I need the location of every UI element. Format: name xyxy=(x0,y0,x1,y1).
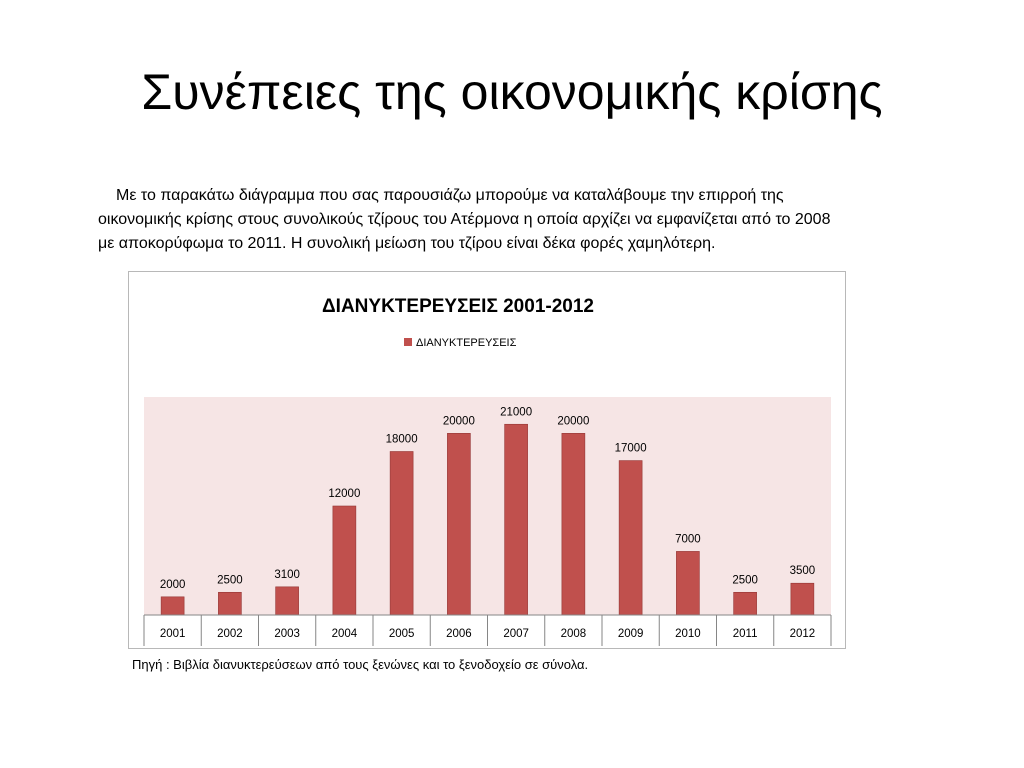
data-label: 21000 xyxy=(500,406,532,418)
bar xyxy=(790,582,815,616)
x-tick-label: 2005 xyxy=(389,628,415,640)
bar xyxy=(733,591,757,616)
data-label: 17000 xyxy=(615,443,647,455)
x-tick-label: 2010 xyxy=(675,628,701,640)
x-tick-label: 2001 xyxy=(160,628,186,640)
data-label: 7000 xyxy=(675,533,701,545)
bar xyxy=(275,586,299,616)
x-tick-label: 2011 xyxy=(733,628,758,640)
x-tick-label: 2007 xyxy=(503,628,529,640)
plot-area xyxy=(144,397,831,615)
x-tick-label: 2004 xyxy=(332,628,358,640)
data-label: 2500 xyxy=(217,574,243,586)
data-label: 12000 xyxy=(328,488,360,500)
data-label: 20000 xyxy=(443,415,475,427)
chart-frame: ΔΙΑΝΥΚΤΕΡΕΥΣΕΙΣ 2001-2012 ΔΙΑΝΥΚΤΕΡΕΥΣΕΙΣ… xyxy=(128,271,846,649)
bar xyxy=(332,505,357,616)
intro-line: με αποκορύφωμα το 2011. Η συνολική μείωσ… xyxy=(98,235,716,252)
data-label: 2500 xyxy=(732,574,758,586)
x-tick-label: 2003 xyxy=(274,628,300,640)
chart-title: ΔΙΑΝΥΚΤΕΡΕΥΣΕΙΣ 2001-2012 xyxy=(322,296,594,317)
bar xyxy=(160,596,185,616)
data-label: 2000 xyxy=(160,579,186,591)
bar xyxy=(504,423,528,616)
bar-chart: ΔΙΑΝΥΚΤΕΡΕΥΣΕΙΣ 2001-2012 ΔΙΑΝΥΚΤΕΡΕΥΣΕΙΣ… xyxy=(143,296,832,646)
data-label: 3100 xyxy=(274,569,300,581)
bar xyxy=(218,591,242,616)
bar xyxy=(561,433,586,616)
x-tick-label: 2002 xyxy=(217,628,243,640)
slide-title: Συνέπειες της οικονομικής κρίσης xyxy=(141,64,883,120)
intro-line: οικονομικής κρίσης στους συνολικούς τζίρ… xyxy=(98,211,831,228)
legend-label: ΔΙΑΝΥΚΤΕΡΕΥΣΕΙΣ xyxy=(416,337,517,349)
x-tick-label: 2008 xyxy=(561,628,587,640)
data-label: 20000 xyxy=(557,415,589,427)
bar xyxy=(447,433,471,616)
legend-swatch xyxy=(404,338,412,346)
intro-paragraph: Με το παρακάτω διάγραμμα που σας παρουσι… xyxy=(98,184,978,256)
source-note: Πηγή : Βιβλία διανυκτερεύσεων από τους ξ… xyxy=(132,657,589,672)
data-label: 3500 xyxy=(790,565,816,577)
x-tick-label: 2006 xyxy=(446,628,472,640)
intro-line: Με το παρακάτω διάγραμμα που σας παρουσι… xyxy=(116,187,784,204)
x-tick-label: 2009 xyxy=(618,628,644,640)
data-label: 18000 xyxy=(386,434,418,446)
bar xyxy=(618,460,643,616)
bar xyxy=(676,551,700,616)
bar xyxy=(389,451,414,616)
x-tick-label: 2012 xyxy=(790,628,816,640)
